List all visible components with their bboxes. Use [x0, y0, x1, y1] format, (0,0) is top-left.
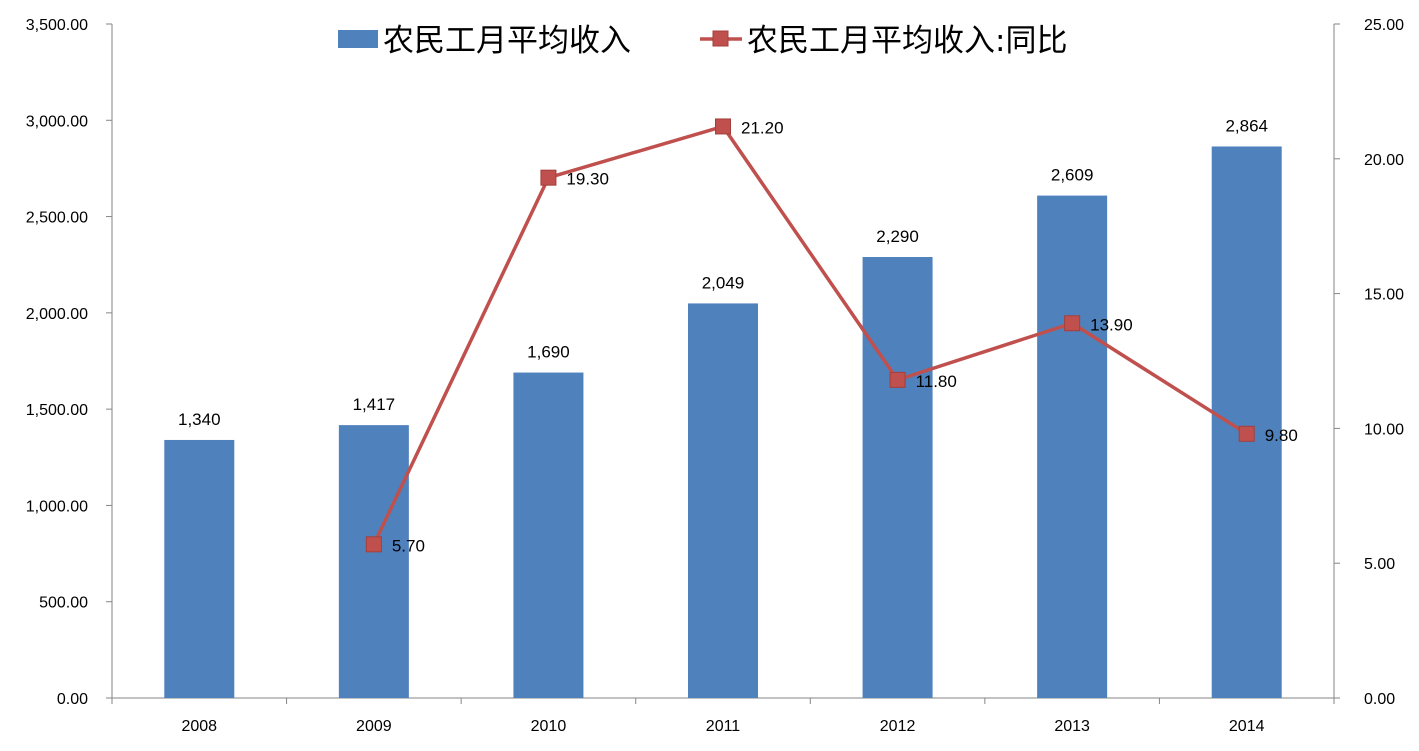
y-left-tick-label: 0.00	[57, 691, 88, 708]
x-tick-label: 2009	[356, 718, 392, 735]
bar	[688, 303, 758, 698]
bar-data-label: 1,417	[353, 395, 396, 414]
y-right-tick-label: 5.00	[1364, 556, 1395, 573]
bar-data-label: 2,049	[702, 273, 745, 292]
line-data-label: 11.80	[916, 372, 957, 391]
legend-label-line: 农民工月平均收入:同比	[747, 23, 1067, 59]
bar-data-label: 1,690	[527, 343, 570, 362]
bar	[1211, 146, 1282, 698]
y-right-tick-label: 25.00	[1364, 17, 1404, 34]
line-marker	[1238, 425, 1255, 442]
plot-area: 0.00 500.00 1,000.00 1,500.00 2,000.00 2,500.…	[26, 17, 1404, 735]
bar	[338, 425, 409, 698]
y-left-tick-label: 2,500.00	[26, 210, 88, 227]
x-tick-label: 2008	[181, 718, 217, 735]
legend-label-bar: 农民工月平均收入	[383, 23, 631, 59]
line-marker	[540, 169, 557, 186]
line-data-label: 9.80	[1265, 426, 1298, 445]
bar	[164, 439, 235, 698]
bar-data-label: 1,340	[178, 410, 221, 429]
line-data-label: 19.30	[566, 170, 609, 189]
line-data-label: 5.70	[392, 536, 425, 555]
y-right-tick-label: 10.00	[1364, 421, 1404, 438]
line-data-label: 13.90	[1090, 315, 1133, 334]
y-right-tick-label: 0.00	[1364, 691, 1395, 708]
bar-data-label: 2,609	[1051, 166, 1094, 185]
x-tick-label: 2010	[531, 718, 567, 735]
legend-swatch-bar	[338, 30, 378, 48]
y-left-tick-label: 3,500.00	[26, 17, 88, 34]
x-tick-label: 2011	[706, 718, 741, 735]
line-series	[372, 124, 1248, 546]
line-marker	[715, 118, 731, 135]
line-marker	[365, 536, 382, 553]
bar-data-label: 2,290	[876, 227, 919, 246]
line-marker	[1064, 315, 1081, 332]
bar	[513, 372, 584, 698]
y-left-tick-label: 500.00	[39, 595, 88, 612]
y-right-tick-label: 15.00	[1364, 287, 1404, 304]
line-marker	[889, 371, 906, 388]
x-tick-label: 2013	[1054, 718, 1090, 735]
y-left-tick-label: 1,500.00	[26, 402, 88, 419]
y-left-tick-label: 1,000.00	[26, 498, 88, 515]
x-tick-label: 2014	[1229, 718, 1265, 735]
bar	[862, 257, 933, 698]
x-tick-label: 2012	[880, 718, 916, 735]
y-right-tick-label: 20.00	[1364, 152, 1404, 169]
legend-swatch-marker	[712, 30, 729, 47]
bar	[1037, 195, 1108, 698]
y-left-tick-label: 2,000.00	[26, 306, 88, 323]
bar-data-label: 2,864	[1225, 116, 1268, 135]
legend: 农民工月平均收入 农民工月平均收入:同比	[338, 23, 1067, 59]
line-data-label: 21.20	[741, 118, 784, 137]
y-left-tick-label: 3,000.00	[26, 113, 88, 130]
